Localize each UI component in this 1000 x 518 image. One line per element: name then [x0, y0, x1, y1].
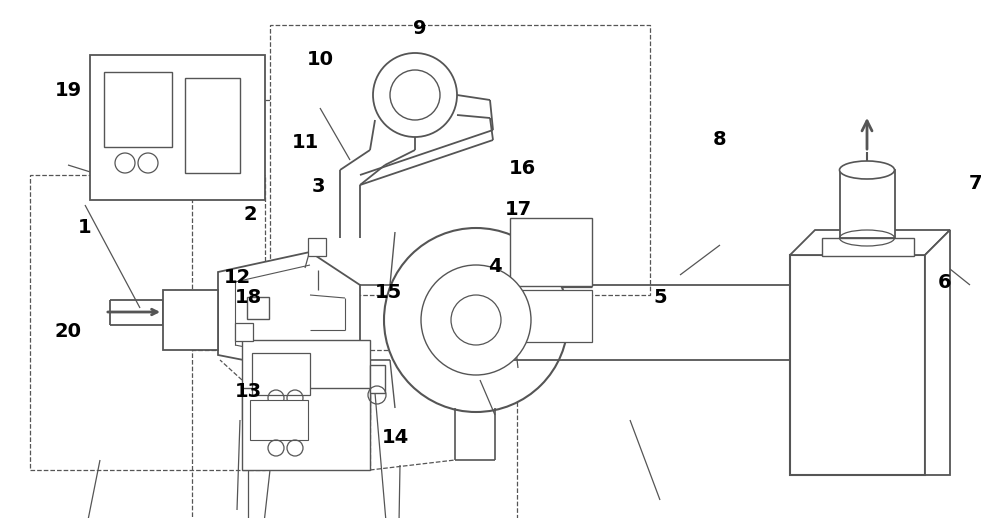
Bar	[185, 78, 240, 173]
Text: 1: 1	[78, 219, 92, 237]
Text: 10: 10	[306, 50, 334, 69]
Bar	[250, 400, 308, 440]
Bar	[247, 297, 269, 319]
Text: 9: 9	[413, 19, 427, 38]
Text: 14: 14	[381, 428, 409, 447]
Text: 17: 17	[504, 200, 532, 219]
Bar	[104, 72, 172, 147]
Text: 2: 2	[243, 206, 257, 224]
Circle shape	[373, 53, 457, 137]
Bar	[822, 238, 914, 256]
Bar	[242, 340, 370, 420]
Bar	[90, 55, 265, 200]
Bar	[510, 218, 592, 286]
Text: 16: 16	[508, 159, 536, 178]
Bar	[790, 255, 925, 475]
Bar	[270, 25, 650, 295]
Bar	[840, 170, 895, 238]
Circle shape	[421, 265, 531, 375]
Bar	[163, 290, 218, 350]
Bar	[30, 175, 265, 470]
Bar	[192, 350, 517, 518]
Text: 8: 8	[713, 131, 727, 149]
Bar	[510, 290, 592, 342]
Text: 13: 13	[234, 382, 262, 400]
Text: 11: 11	[291, 133, 319, 152]
Polygon shape	[790, 230, 950, 255]
Polygon shape	[218, 252, 360, 373]
Bar	[370, 365, 385, 393]
Bar	[235, 323, 253, 341]
Text: 7: 7	[968, 175, 982, 193]
Circle shape	[384, 228, 568, 412]
Polygon shape	[925, 230, 950, 475]
Text: 12: 12	[223, 268, 251, 286]
Ellipse shape	[840, 161, 895, 179]
Text: 20: 20	[54, 322, 82, 341]
Bar	[242, 388, 370, 470]
Text: 19: 19	[54, 81, 82, 100]
Text: 15: 15	[374, 283, 402, 302]
Circle shape	[451, 295, 501, 345]
Text: 6: 6	[938, 273, 952, 292]
Text: 4: 4	[488, 257, 502, 276]
Text: 3: 3	[311, 177, 325, 196]
Text: 18: 18	[234, 289, 262, 307]
Circle shape	[390, 70, 440, 120]
Bar	[252, 353, 310, 395]
Text: 5: 5	[653, 289, 667, 307]
Bar	[308, 238, 326, 256]
